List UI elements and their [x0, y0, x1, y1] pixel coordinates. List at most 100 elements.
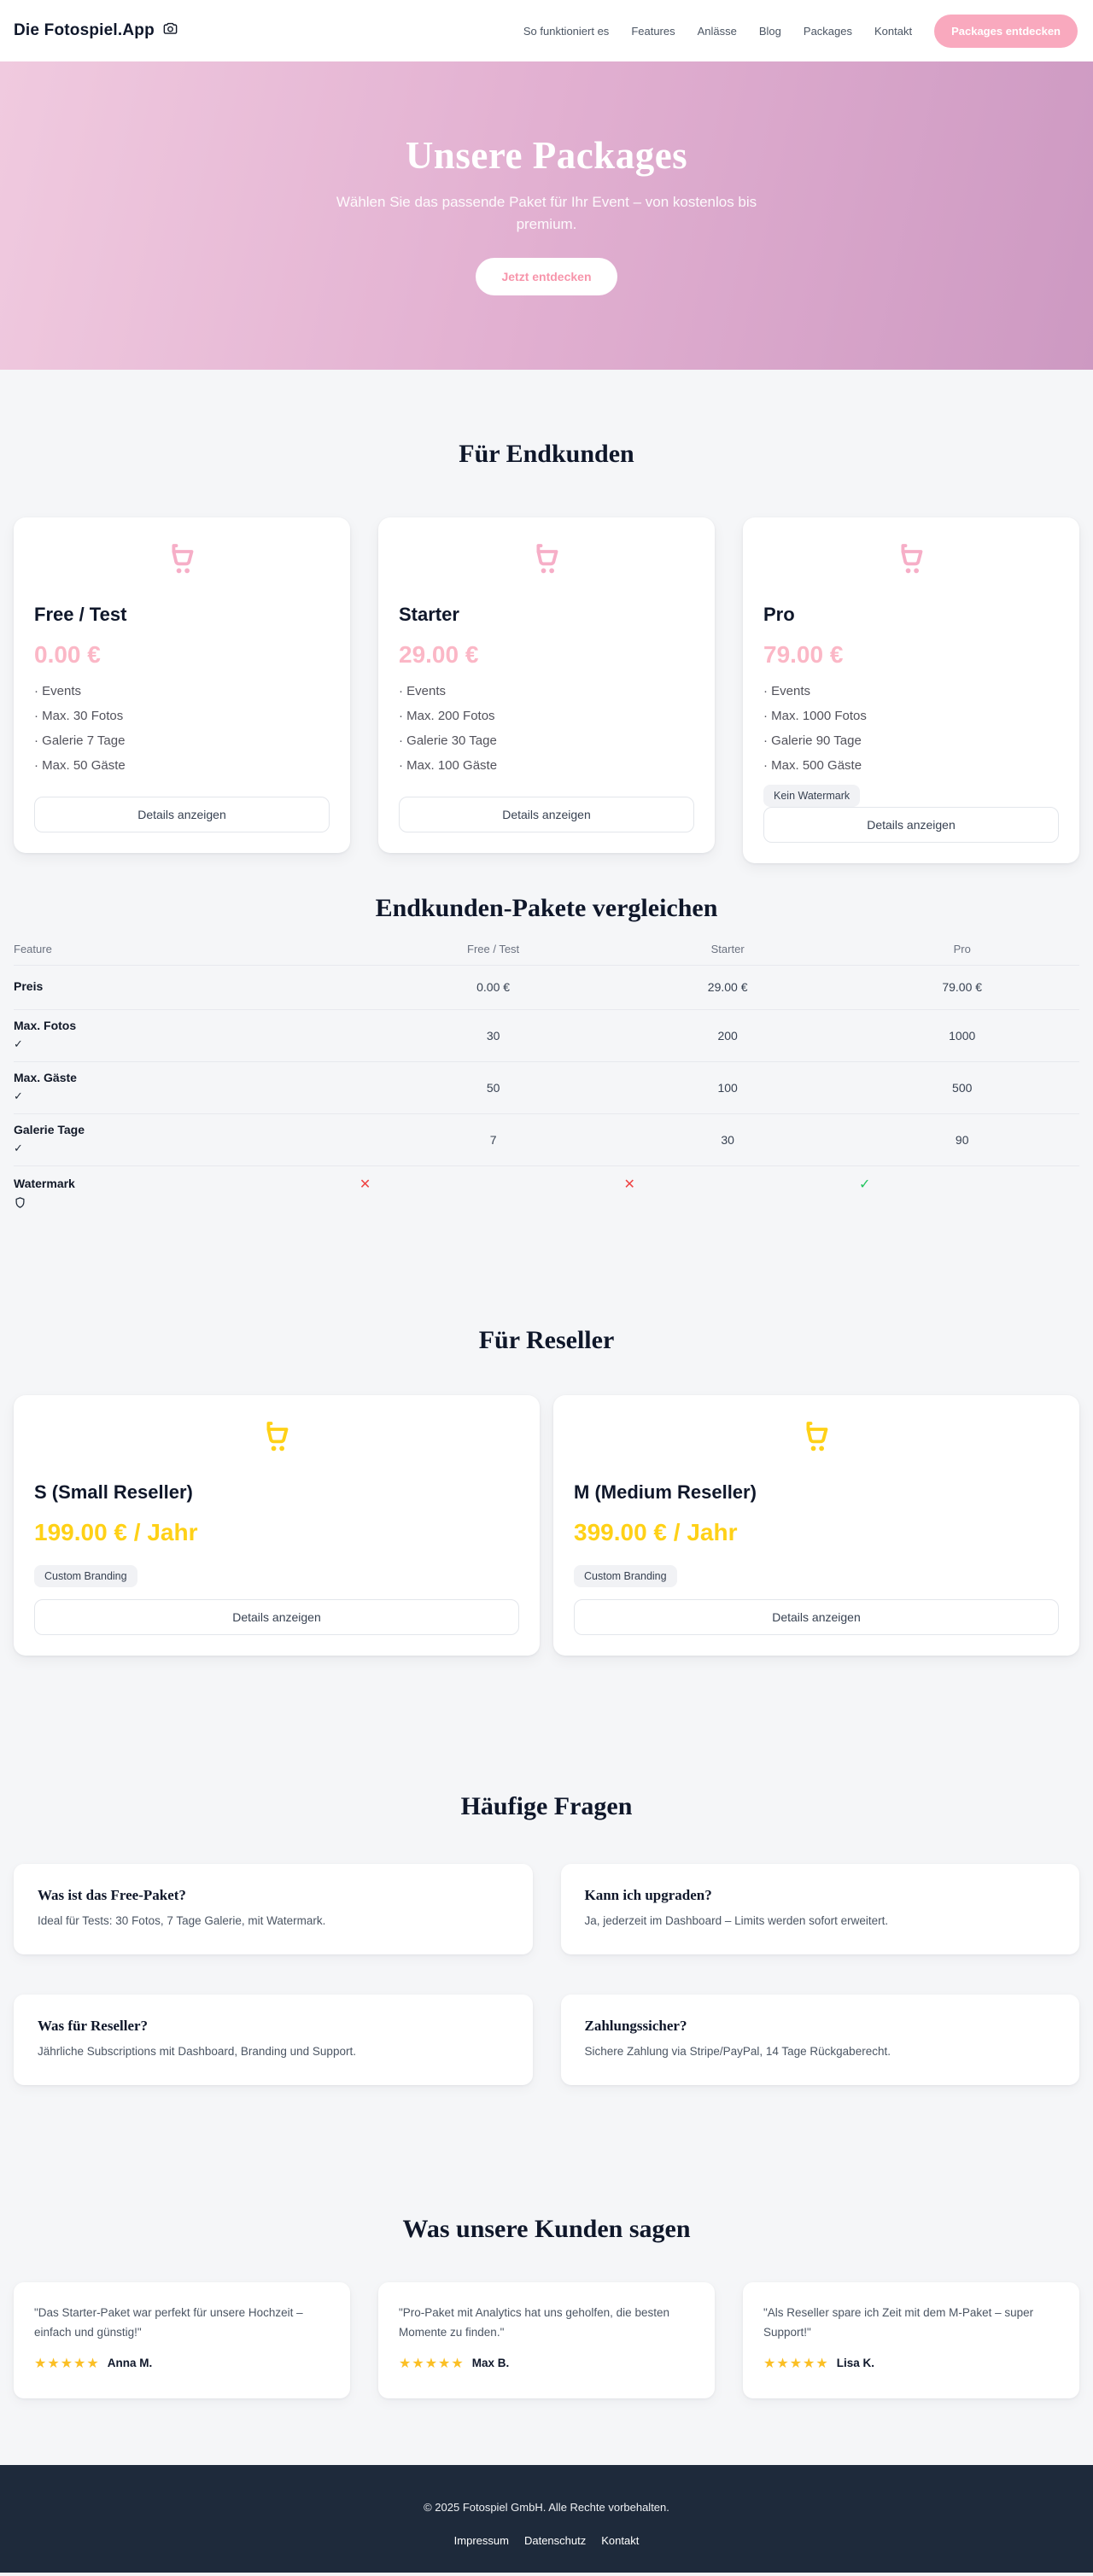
row-label: Max. Fotos — [14, 1019, 77, 1032]
endkunden-cards: Free / Test 0.00 € Events Max. 30 Fotos … — [0, 517, 1093, 863]
testimonial-quote: "Als Reseller spare ich Zeit mit dem M-P… — [763, 2305, 1034, 2339]
nav-so-funktioniert-es[interactable]: So funktioniert es — [523, 24, 610, 38]
hero-title: Unsere Packages — [405, 134, 688, 177]
nav-kontakt[interactable]: Kontakt — [874, 24, 913, 38]
star-rating: ★★★★★ — [399, 2356, 465, 2371]
footer-link-datenschutz[interactable]: Datenschutz — [523, 2533, 587, 2547]
section-faq: Häufige Fragen Was ist das Free-Paket? I… — [0, 1791, 1093, 2085]
feature-item: Galerie 30 Tage — [399, 728, 694, 753]
plan-card-s-reseller: S (Small Reseller) 199.00 € / Jahr Custo… — [14, 1394, 540, 1656]
faq-question: Zahlungssicher? — [584, 2018, 687, 2034]
logo-text: Die Fotospiel.App — [14, 21, 155, 39]
faq-answer: Sichere Zahlung via Stripe/PayPal, 14 Ta… — [584, 2045, 891, 2058]
testimonial-name: Lisa K. — [836, 2357, 874, 2370]
details-anzeigen-button[interactable]: Details anzeigen — [574, 1598, 1059, 1635]
table-row-max-gaeste: Max. Gäste ✓ 50 100 500 — [14, 1061, 1079, 1114]
row-label: Watermark — [14, 1177, 75, 1190]
details-anzeigen-button[interactable]: Details anzeigen — [34, 796, 330, 832]
logo[interactable]: Die Fotospiel.App — [14, 20, 178, 42]
col-feature: Feature — [14, 935, 377, 966]
plan-price: 79.00 € — [763, 640, 844, 668]
section-endkunden: Für Endkunden Free / Test 0.00 € Events … — [0, 370, 1093, 863]
star-rating: ★★★★★ — [763, 2356, 829, 2371]
check-icon: ✓ — [14, 1037, 23, 1050]
feature-item: Max. 1000 Fotos — [763, 704, 1059, 728]
table-row-galerie-tage: Galerie Tage ✓ 7 30 90 — [14, 1113, 1079, 1166]
table-row-watermark: Watermark ✕ ✕ ✓ — [14, 1166, 1079, 1224]
testimonial-quote: "Pro-Paket mit Analytics hat uns geholfe… — [399, 2305, 669, 2339]
faq-card: Kann ich upgraden? Ja, jederzeit im Dash… — [560, 1864, 1079, 1954]
custom-branding-badge: Custom Branding — [574, 1564, 677, 1587]
cell-value: 7 — [376, 1113, 611, 1166]
section-comparison: Endkunden-Pakete vergleichen Feature Fre… — [0, 894, 1093, 1224]
testimonial-name: Anna M. — [107, 2357, 153, 2370]
nav-blog[interactable]: Blog — [758, 24, 781, 38]
nav-anlaesse[interactable]: Anlässe — [697, 24, 737, 38]
plan-price: 399.00 € / Jahr — [574, 1518, 738, 1545]
hero-subtitle: Wählen Sie das passende Paket für Ihr Ev… — [336, 193, 757, 232]
shopping-cart-icon — [399, 540, 694, 583]
cell-value: 1000 — [845, 1009, 1079, 1062]
details-anzeigen-button[interactable]: Details anzeigen — [399, 796, 694, 832]
footer-link-impressum[interactable]: Impressum — [453, 2533, 509, 2547]
table-row-max-fotos: Max. Fotos ✓ 30 200 1000 — [14, 1009, 1079, 1062]
cell-value: 50 — [376, 1061, 611, 1114]
col-starter: Starter — [610, 935, 845, 966]
plan-name: Pro — [763, 603, 795, 625]
feature-item: Max. 30 Fotos — [34, 704, 330, 728]
shopping-cart-icon — [34, 540, 330, 583]
nav-packages[interactable]: Packages — [803, 24, 852, 38]
check-icon: ✓ — [14, 1089, 23, 1102]
cross-icon: ✕ — [623, 1177, 635, 1192]
plan-card-free-test: Free / Test 0.00 € Events Max. 30 Fotos … — [14, 517, 350, 853]
footer-link-kontakt[interactable]: Kontakt — [601, 2533, 640, 2547]
cell-value: 100 — [610, 1061, 845, 1114]
faq-question: Kann ich upgraden? — [584, 1887, 712, 1903]
faq-heading: Häufige Fragen — [460, 1791, 633, 1820]
details-anzeigen-button[interactable]: Details anzeigen — [763, 806, 1059, 843]
section-reseller: Für Reseller S (Small Reseller) 199.00 €… — [0, 1326, 1093, 1656]
col-free-test: Free / Test — [376, 935, 611, 966]
details-anzeigen-button[interactable]: Details anzeigen — [34, 1598, 519, 1635]
custom-branding-badge: Custom Branding — [34, 1564, 137, 1587]
check-icon: ✓ — [14, 1142, 23, 1154]
plan-features: Events Max. 1000 Fotos Galerie 90 Tage M… — [763, 679, 1059, 778]
feature-item: Events — [399, 679, 694, 704]
hero-section: Unsere Packages Wählen Sie das passende … — [0, 61, 1093, 370]
plan-name: Free / Test — [34, 603, 127, 625]
plan-price: 199.00 € / Jahr — [34, 1518, 198, 1545]
cross-icon: ✕ — [359, 1177, 371, 1192]
comparison-table: Feature Free / Test Starter Pro Preis 0.… — [14, 935, 1079, 1224]
footer: © 2025 Fotospiel GmbH. Alle Rechte vorbe… — [0, 2464, 1093, 2573]
feature-item: Events — [763, 679, 1059, 704]
jetzt-entdecken-button[interactable]: Jetzt entdecken — [476, 258, 617, 296]
plan-card-starter: Starter 29.00 € Events Max. 200 Fotos Ga… — [378, 517, 715, 853]
plan-name: M (Medium Reseller) — [574, 1481, 757, 1503]
top-navbar: Die Fotospiel.App So funktioniert es Fea… — [0, 0, 1093, 61]
cell-value: 30 — [610, 1113, 845, 1166]
star-rating: ★★★★★ — [34, 2356, 100, 2371]
comparison-table-wrap: Feature Free / Test Starter Pro Preis 0.… — [14, 935, 1079, 1224]
cell-value: 500 — [845, 1061, 1079, 1114]
plan-name: Starter — [399, 603, 459, 625]
packages-entdecken-button[interactable]: Packages entdecken — [934, 14, 1078, 48]
testimonial-name: Max B. — [471, 2357, 510, 2370]
row-label: Max. Gäste — [14, 1071, 77, 1084]
shopping-cart-icon — [763, 540, 1059, 583]
faq-answer: Jährliche Subscriptions mit Dashboard, B… — [38, 2045, 356, 2058]
row-label: Galerie Tage — [14, 1123, 85, 1136]
plan-card-m-reseller: M (Medium Reseller) 399.00 € / Jahr Cust… — [553, 1394, 1079, 1656]
copyright-text: © 2025 Fotospiel GmbH. Alle Rechte vorbe… — [424, 2500, 669, 2514]
faq-answer: Ideal für Tests: 30 Fotos, 7 Tage Galeri… — [38, 1914, 326, 1927]
testimonial-card: "Pro-Paket mit Analytics hat uns geholfe… — [378, 2281, 715, 2398]
plan-features: Events Max. 200 Fotos Galerie 30 Tage Ma… — [399, 679, 694, 778]
cell-value: 0.00 € — [376, 965, 611, 1010]
check-icon: ✓ — [859, 1177, 871, 1192]
reseller-heading: Für Reseller — [478, 1326, 615, 1354]
feature-item: Max. 50 Gäste — [34, 753, 330, 778]
feature-item: Events — [34, 679, 330, 704]
plan-price: 29.00 € — [399, 640, 479, 668]
nav-features[interactable]: Features — [631, 24, 675, 38]
plan-name: S (Small Reseller) — [34, 1481, 193, 1503]
faq-card: Was für Reseller? Jährliche Subscription… — [14, 1995, 533, 2085]
